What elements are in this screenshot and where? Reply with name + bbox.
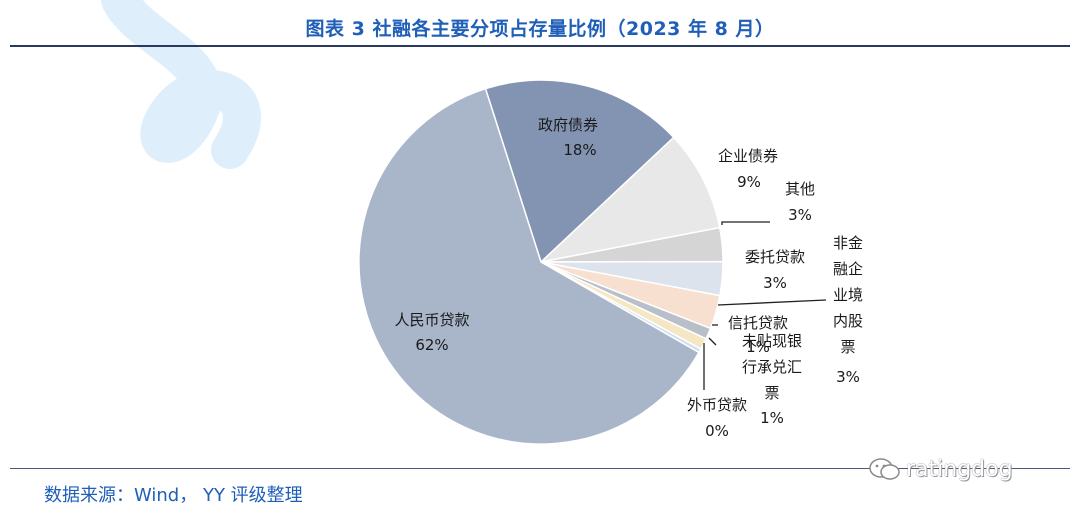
watermark-text: ratingdog <box>906 456 1013 482</box>
pie-slice-8 <box>358 87 700 445</box>
slice-label-name-2: 其他 <box>785 180 815 198</box>
slice-label-pct-8: 62% <box>415 336 448 354</box>
pie-slice-1 <box>538 136 721 264</box>
slice-label-pct-3: 3% <box>763 274 787 292</box>
slice-label-name-8: 人民币贷款 <box>394 311 469 329</box>
slice-label-name-3: 委托贷款 <box>745 248 805 266</box>
leader-line-0 <box>721 221 770 225</box>
leader-line-3 <box>708 337 717 346</box>
slice-label-pct-1: 9% <box>737 173 761 191</box>
slice-label-name-5: 信托贷款 <box>728 314 788 332</box>
chart-title: 图表 3 社融各主要分项占存量比例（2023 年 8 月） <box>305 18 775 40</box>
slice-label-pct-2: 3% <box>788 206 812 224</box>
header-rule <box>10 45 1070 47</box>
slice-label-pct-6: 1% <box>760 409 784 427</box>
decorative-swoosh <box>101 0 261 169</box>
slice-label-pct-7: 0% <box>705 422 729 440</box>
pie-chart: 政府债券 18% 企业债券 9% 其他 3% 委托贷款 3% 非金融企业境内股票… <box>358 79 863 445</box>
slice-label-pct-5: 1% <box>746 338 770 356</box>
pie-slice-0 <box>484 79 675 264</box>
slice-label-pct-4: 3% <box>836 368 860 386</box>
wechat-icon <box>869 458 900 480</box>
footer-rule <box>10 468 1070 469</box>
leader-line-1 <box>717 299 827 306</box>
slice-label-name-6: 未贴现银行承兑汇票 <box>742 332 802 402</box>
slice-label-name-0: 政府债券 <box>538 116 598 134</box>
slice-label-name-7: 外币贷款 <box>687 396 747 414</box>
watermark: ratingdog <box>868 456 1013 482</box>
slice-label-name-4: 非金融企业境内股票 <box>833 234 863 356</box>
slice-label-pct-0: 18% <box>563 141 596 159</box>
source-note: 数据来源：Wind， YY 评级整理 <box>44 485 303 506</box>
slice-label-name-1: 企业债券 <box>718 147 778 165</box>
